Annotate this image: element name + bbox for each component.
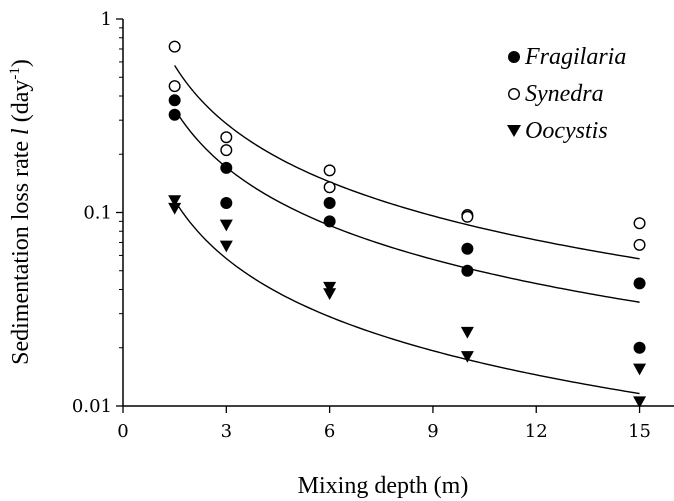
point-oocystis xyxy=(219,240,233,253)
point-oocystis xyxy=(633,363,647,376)
x-tick-label: 0 xyxy=(117,421,128,442)
y-axis-label-prefix: Sedimentation loss rate xyxy=(8,135,34,365)
point-fragilaria xyxy=(633,277,646,290)
x-tick-label: 3 xyxy=(221,421,232,442)
point-oocystis xyxy=(633,396,647,409)
point-fragilaria xyxy=(323,215,336,228)
y-tick-label: 0.01 xyxy=(72,396,112,417)
point-fragilaria xyxy=(323,196,336,209)
y-axis-label-symbol: l xyxy=(8,128,34,135)
point-fragilaria xyxy=(461,242,474,255)
x-tick-label: 15 xyxy=(628,421,651,442)
point-oocystis xyxy=(168,202,182,215)
y-axis-label-close: ) xyxy=(8,59,34,67)
point-synedra xyxy=(220,144,233,157)
y-axis-label: Sedimentation loss rate l (day-1) xyxy=(7,59,34,365)
x-axis-label: Mixing depth (m) xyxy=(298,473,469,499)
point-oocystis xyxy=(168,195,182,207)
point-synedra xyxy=(633,217,646,230)
point-synedra xyxy=(461,210,474,223)
y-axis-label-exponent: -1 xyxy=(7,67,23,80)
legend: Fragilaria Synedra Oocystis xyxy=(507,44,626,144)
point-fragilaria xyxy=(220,196,233,209)
legend-label-synedra: Synedra xyxy=(525,81,604,107)
point-oocystis xyxy=(323,281,337,294)
fit-curve-fragilaria xyxy=(174,108,640,303)
fit-curve-oocystis xyxy=(174,200,640,395)
point-fragilaria xyxy=(461,264,474,277)
point-fragilaria xyxy=(633,341,646,354)
legend-marker-oocystis xyxy=(507,125,521,137)
point-synedra xyxy=(323,164,336,177)
point-oocystis xyxy=(460,351,474,363)
legend-label-fragilaria: Fragilaria xyxy=(524,44,626,70)
legend-label-oocystis: Oocystis xyxy=(525,118,608,144)
x-tick-label: 12 xyxy=(525,421,548,442)
legend-marker-synedra xyxy=(508,87,521,100)
fit-curve-synedra xyxy=(174,65,640,260)
point-fragilaria xyxy=(168,94,181,107)
data-points xyxy=(168,40,647,409)
point-oocystis xyxy=(219,219,233,232)
point-fragilaria xyxy=(168,108,181,121)
x-tick-label: 9 xyxy=(427,421,438,442)
point-synedra xyxy=(220,131,233,144)
legend-item-synedra: Synedra xyxy=(508,81,604,107)
point-oocystis xyxy=(323,288,337,300)
legend-item-oocystis: Oocystis xyxy=(507,118,608,144)
point-oocystis xyxy=(460,326,474,339)
legend-item-fragilaria: Fragilaria xyxy=(508,44,626,70)
point-synedra xyxy=(323,181,336,194)
y-tick-label: 0.1 xyxy=(83,203,112,224)
point-fragilaria xyxy=(220,161,233,174)
point-synedra xyxy=(168,80,181,93)
y-axis-label-unit: (day xyxy=(8,80,34,129)
x-tick-label: 6 xyxy=(324,421,335,442)
axes xyxy=(122,19,674,407)
fit-curves xyxy=(174,65,640,395)
legend-marker-fragilaria xyxy=(508,51,520,63)
x-axis-ticks: 0 3 6 9 12 15 xyxy=(117,406,651,442)
point-synedra xyxy=(168,40,181,53)
y-tick-label: 1 xyxy=(101,9,112,30)
point-synedra xyxy=(633,238,646,251)
y-axis-ticks: 0.01 0.1 1 xyxy=(72,9,123,417)
